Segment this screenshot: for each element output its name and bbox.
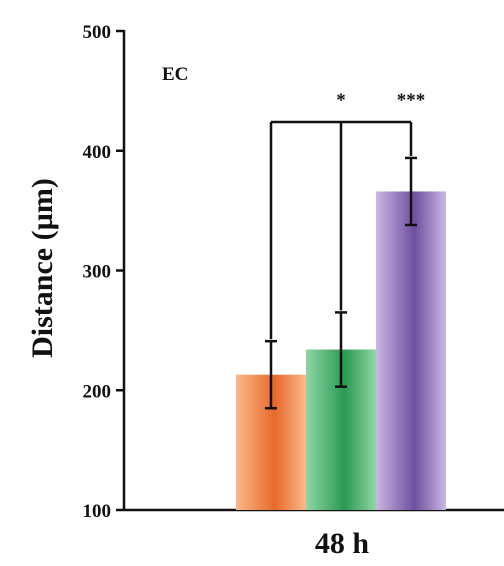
y-tick-label: 500 xyxy=(83,22,112,43)
bar-3 xyxy=(376,191,446,510)
significance-label-2: *** xyxy=(397,90,426,111)
y-tick-label: 200 xyxy=(83,381,112,402)
y-tick-label: 300 xyxy=(83,262,112,283)
panel-label: EC xyxy=(162,64,188,85)
x-category-label: 48 h xyxy=(315,527,370,560)
significance-label-1: * xyxy=(336,90,346,111)
y-axis-ticks: 100 200 300 400 500 xyxy=(83,22,125,522)
y-tick-label: 100 xyxy=(83,501,112,522)
y-axis-title: Distance (µm) xyxy=(26,178,59,358)
y-tick-label: 400 xyxy=(83,142,112,163)
